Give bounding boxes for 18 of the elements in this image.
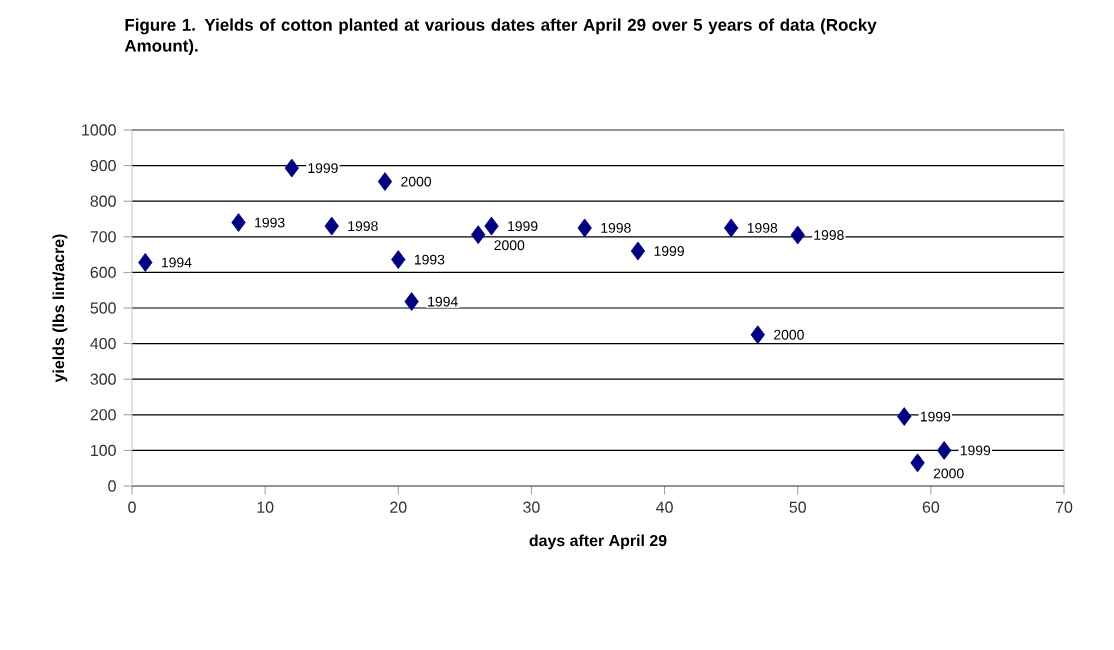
point [897,407,912,426]
point [484,216,499,236]
point [324,216,339,236]
point [231,213,246,232]
point [910,453,925,473]
point [630,241,646,261]
point [471,225,486,245]
point [937,441,952,460]
point [577,218,592,238]
point [790,225,805,245]
point [377,172,393,192]
point [404,292,419,311]
point [750,325,765,345]
chart-title: Figure 1. Yields of cotton planted at various dates after April 29 over 5 years of data (Rocky Amount). [124,18,877,56]
point [391,250,406,269]
point [138,253,153,272]
point [724,218,739,238]
point [284,158,299,178]
